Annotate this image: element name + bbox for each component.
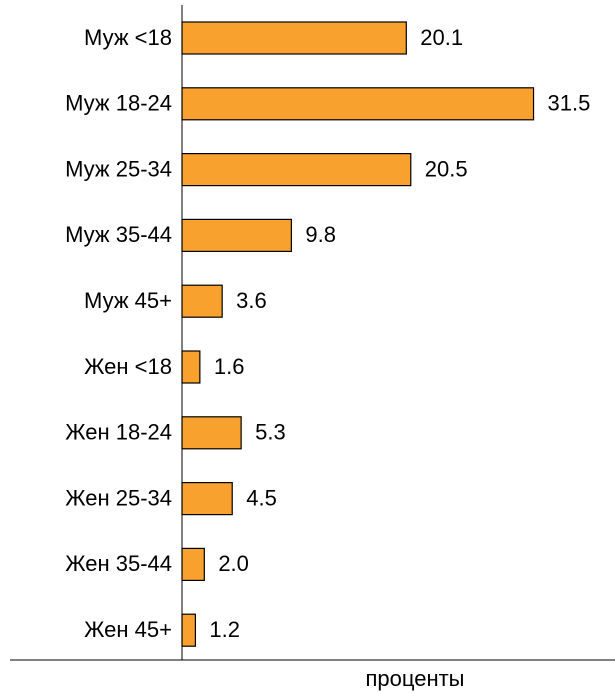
y-tick-label: Муж 35-44 (65, 222, 172, 247)
bar (181, 87, 535, 121)
y-tick-label: Жен 18-24 (65, 420, 172, 445)
bar (181, 613, 196, 647)
bar (181, 284, 223, 318)
y-tick-label: Муж <18 (84, 25, 172, 50)
value-label: 31.5 (548, 91, 591, 116)
y-tick-label: Жен 35-44 (65, 551, 172, 576)
bar (181, 350, 201, 384)
bar (181, 153, 412, 187)
value-label: 1.6 (214, 354, 245, 379)
y-tick-label: Жен 25-34 (65, 485, 172, 510)
bar (181, 547, 205, 582)
y-tick-label: Муж 45+ (84, 288, 172, 313)
value-label: 20.5 (425, 156, 468, 181)
y-tick-label: Муж 25-34 (65, 156, 172, 181)
y-tick-label: Муж 18-24 (65, 91, 172, 116)
value-label: 5.3 (255, 420, 286, 445)
value-label: 20.1 (420, 25, 463, 50)
value-label: 2.0 (218, 551, 249, 576)
bar (181, 482, 233, 516)
bar (181, 21, 407, 55)
value-label: 4.5 (246, 485, 277, 510)
bar (181, 416, 242, 450)
value-label: 3.6 (236, 288, 267, 313)
y-tick-label: Жен 45+ (84, 617, 172, 642)
bar (181, 218, 292, 252)
value-label: 1.2 (209, 617, 240, 642)
y-tick-label: Жен <18 (84, 354, 172, 379)
x-axis-label: проценты (365, 666, 464, 691)
value-label: 9.8 (305, 222, 336, 247)
